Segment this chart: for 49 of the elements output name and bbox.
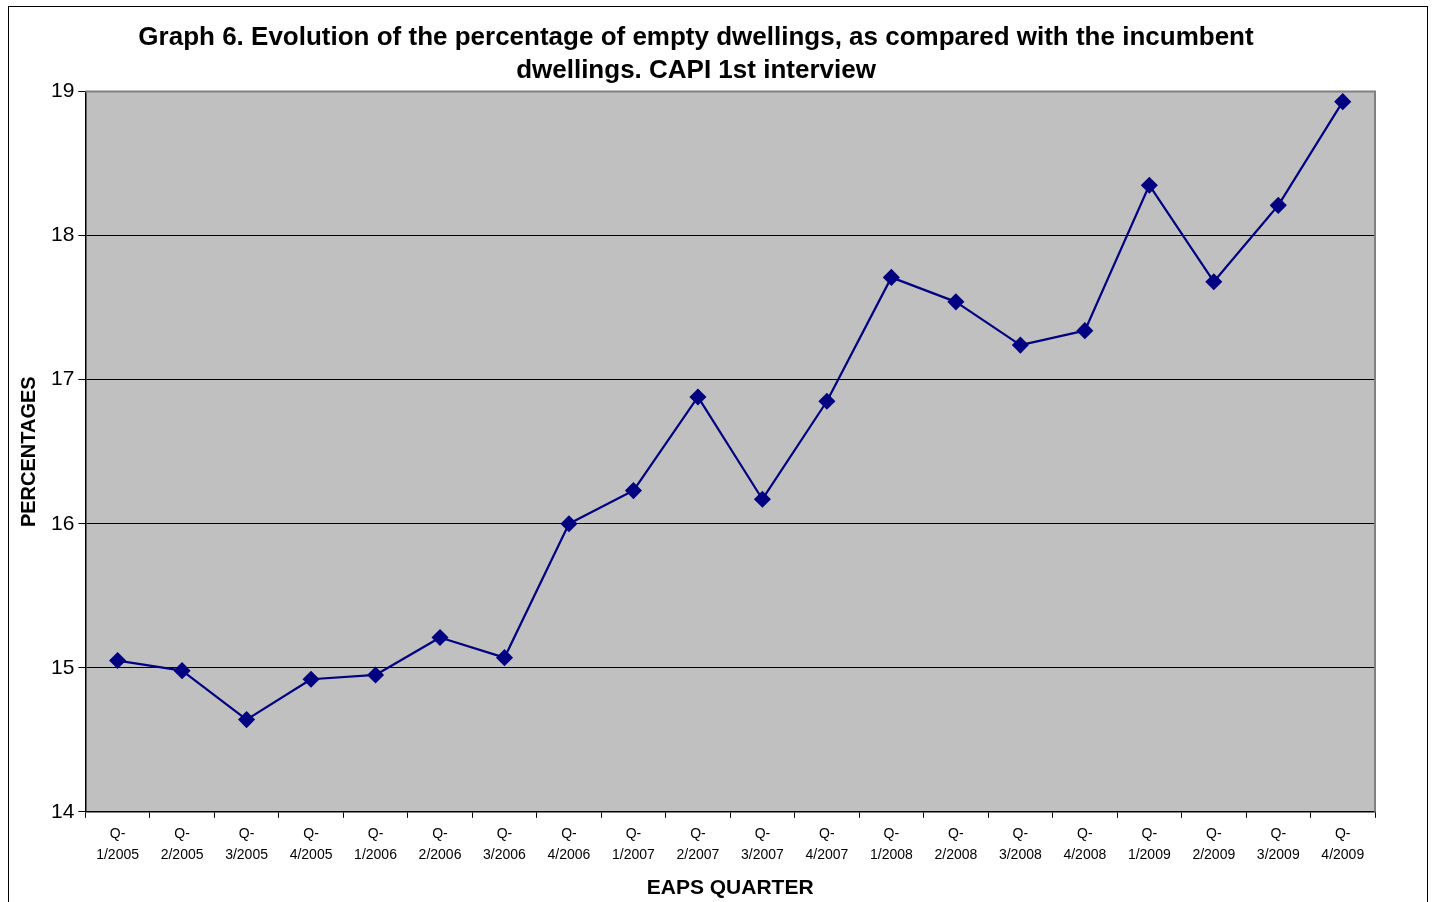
point	[431, 629, 449, 646]
point	[238, 711, 255, 728]
point	[1205, 273, 1222, 290]
point	[1076, 322, 1093, 339]
x-tick-label: Q-3/2005	[225, 825, 269, 863]
y-tick-label: 16	[51, 510, 75, 534]
point	[754, 491, 771, 508]
chart-title: Graph 6. Evolution of the percentage of empty dwellings, as compared with the incumbent dwellings. CAPI 1st interview	[138, 20, 1254, 85]
point	[947, 293, 964, 310]
x-tick-label: Q-4/2008	[1063, 825, 1107, 863]
x-tick-label: Q-2/2008	[934, 825, 978, 863]
x-tick-label: Q-4/2006	[547, 825, 591, 863]
point	[173, 662, 191, 679]
point	[1012, 336, 1029, 354]
point	[689, 388, 707, 406]
x-tick-label: Q-4/2005	[289, 825, 333, 863]
x-tick-label: Q-2/2006	[418, 825, 462, 863]
point	[1141, 177, 1158, 194]
y-tick-label: 15	[51, 654, 75, 678]
y-tick-label: 14	[51, 798, 75, 822]
y-tick-label: 19	[51, 78, 75, 102]
x-tick-label: Q-2/2007	[676, 825, 720, 863]
point	[1270, 197, 1287, 214]
x-tick-label: Q-3/2007	[741, 825, 785, 863]
y-tick-label: 18	[51, 222, 75, 246]
x-tick-label: Q-1/2009	[1127, 825, 1171, 863]
x-tick-label: Q-1/2006	[354, 825, 398, 863]
x-tick-label: Q-1/2007	[612, 825, 656, 863]
y-tick-label: 17	[51, 366, 75, 390]
point	[883, 269, 900, 286]
x-tick-label: Q-2/2009	[1192, 825, 1236, 863]
x-axis-title: EAPS QUARTER	[646, 875, 814, 899]
y-axis-title: PERCENTAGES	[16, 376, 39, 528]
point	[818, 393, 835, 410]
x-tick-label: Q-4/2009	[1321, 825, 1365, 863]
x-tick-label: Q-3/2008	[998, 825, 1042, 863]
x-tick-label: Q-3/2009	[1256, 825, 1300, 863]
x-tick-label: Q-3/2006	[483, 825, 527, 863]
point	[625, 482, 642, 499]
x-tick-label: Q-1/2005	[96, 825, 140, 863]
point	[109, 652, 126, 669]
point	[496, 649, 513, 666]
point	[302, 671, 320, 688]
x-tick-label: Q-2/2005	[160, 825, 204, 863]
point	[367, 666, 384, 684]
x-tick-label: Q-1/2008	[869, 825, 913, 863]
point	[560, 515, 578, 532]
point	[1334, 93, 1351, 110]
x-tick-label: Q-4/2007	[805, 825, 849, 863]
